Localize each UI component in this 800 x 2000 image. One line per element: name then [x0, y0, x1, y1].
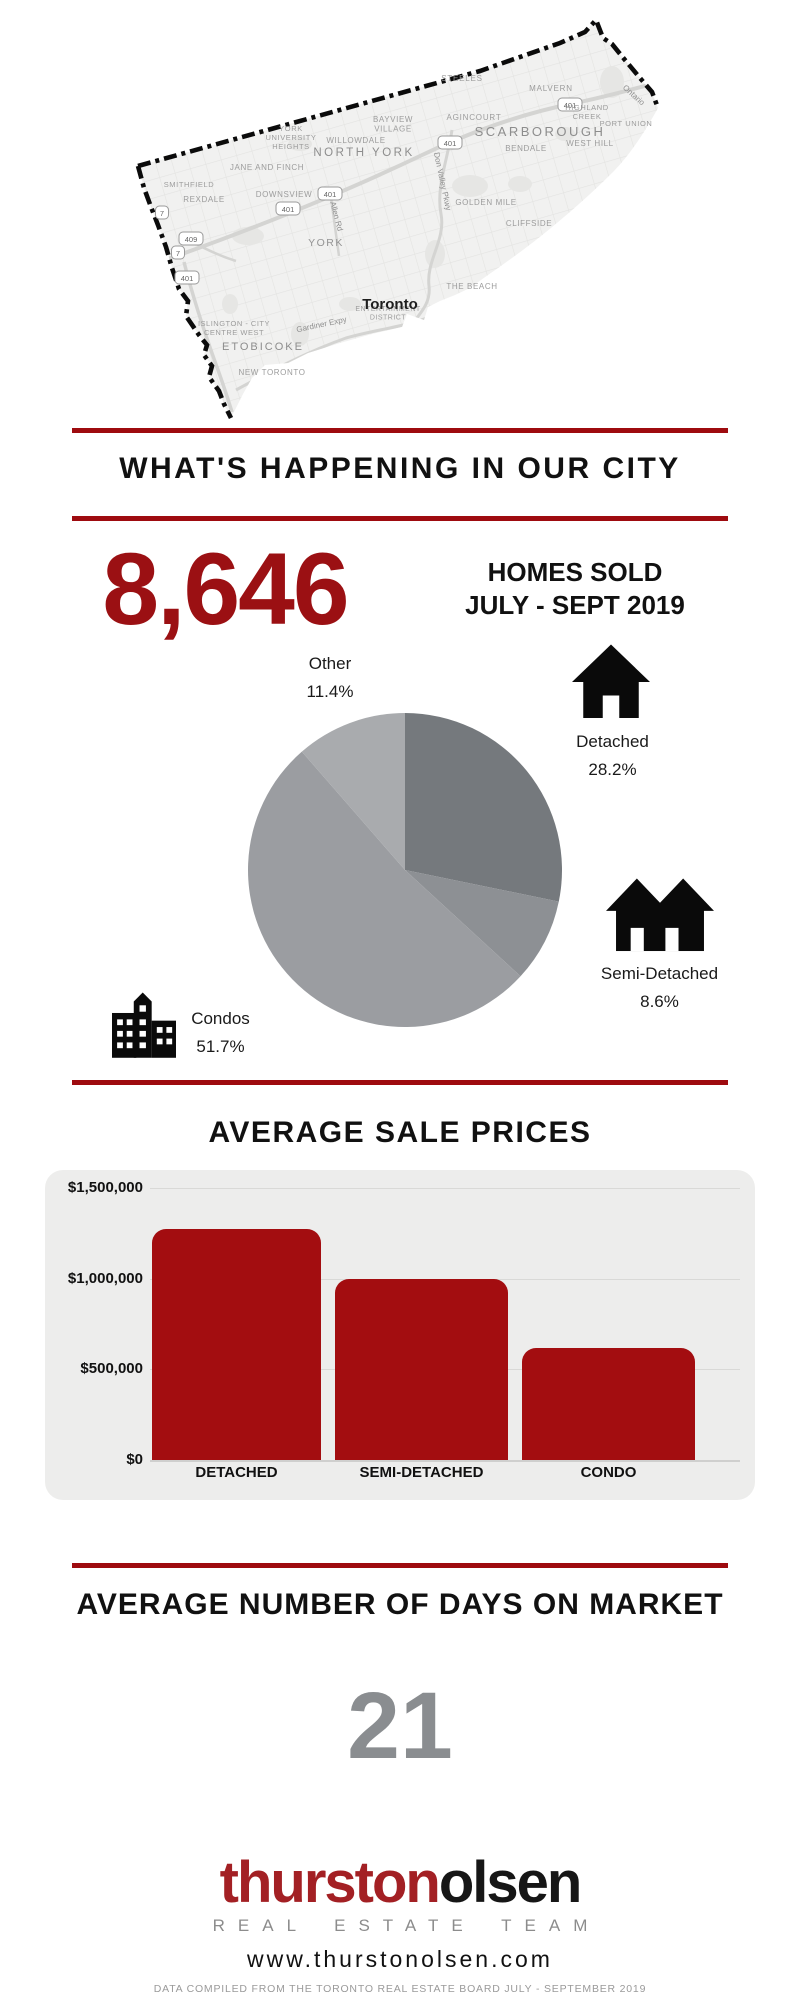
price-bar-detached — [152, 1228, 321, 1460]
map-area-label: MALVERN — [529, 84, 573, 93]
svg-text:401: 401 — [282, 205, 295, 214]
homes-sold-label-line2: JULY - SEPT 2019 — [465, 590, 685, 621]
map-area-label: REXDALE — [183, 195, 225, 204]
divider-rule-1 — [72, 428, 728, 433]
pie-label-condos: Condos 51.7% — [168, 1005, 273, 1061]
map-area-label: THE BEACH — [446, 282, 497, 291]
detached-house-icon — [572, 644, 650, 718]
y-axis-tick-label: $1,500,000 — [67, 1179, 143, 1196]
days-section-title: AVERAGE NUMBER OF DAYS ON MARKET — [76, 1588, 724, 1621]
map-area-label: PORT UNION — [600, 119, 653, 128]
pie-label-condos-pct: 51.7% — [196, 1037, 245, 1056]
average-sale-prices-chart: $1,500,000 $1,000,000 $500,000 $0 DETACHED SE… — [45, 1170, 755, 1500]
toronto-map: 401 401 401 401 409 7 7 401 STEELES MALVERN AGINC… — [135, 15, 661, 420]
price-bar-condo — [522, 1347, 695, 1460]
pie-label-detached-name: Detached — [576, 732, 649, 751]
homes-sold-pie-chart — [248, 713, 562, 1027]
homes-sold-label: HOMES SOLD JULY - SEPT 2019 — [425, 556, 725, 622]
map-area-label: DOWNSVIEW — [256, 190, 313, 199]
city-section-title: WHAT'S HAPPENING IN OUR CITY — [119, 452, 681, 485]
map-area-label: GOLDEN MILE — [455, 198, 516, 207]
map-area-label: NORTH YORK — [313, 147, 414, 159]
map-area-label: BAYVIEW VILLAGE — [373, 115, 413, 134]
y-axis-tick-label: $0 — [126, 1451, 143, 1468]
map-area-label: STEELES — [441, 74, 483, 83]
map-area-label: CLIFFSIDE — [506, 219, 552, 228]
pie-label-detached-pct: 28.2% — [588, 760, 637, 779]
pie-slice-other — [301, 713, 405, 870]
map-area-label: ENTERTAINMENT DISTRICT — [355, 306, 421, 322]
divider-rule-2 — [72, 516, 728, 521]
pie-label-condos-name: Condos — [191, 1009, 250, 1028]
brand-tagline: REAL ESTATE TEAM — [212, 1916, 601, 1935]
pie-label-other-name: Other — [308, 654, 352, 673]
divider-rule-3 — [72, 1080, 728, 1085]
condo-buildings-icon — [112, 992, 176, 1058]
pie-label-other: Other 11.4% — [255, 650, 405, 706]
map-area-label: NEW TORONTO — [238, 368, 305, 377]
map-area-label: ISLINGTON - CITY CENTRE WEST — [198, 319, 270, 337]
svg-text:401: 401 — [181, 274, 194, 283]
map-area-label: HIGHLAND CREEK — [565, 103, 609, 121]
highway-badge — [178, 231, 204, 246]
map-highway-badges: 401 401 401 401 409 7 7 401 — [155, 97, 583, 285]
chart-gridline — [150, 1460, 740, 1462]
y-axis-tick-label: $1,000,000 — [67, 1269, 143, 1287]
map-streets — [138, 20, 658, 418]
chart-gridline — [150, 1188, 740, 1189]
map-area-label: JANE AND FINCH — [230, 163, 304, 172]
homes-sold-number: 8,646 — [102, 532, 349, 646]
svg-text:409: 409 — [185, 235, 198, 244]
pie-slice-detached — [405, 713, 562, 902]
pie-slice-semi-detached — [405, 870, 559, 977]
pie-label-other-pct: 11.4% — [306, 682, 354, 701]
brand-logo: thurstonolsen — [0, 1854, 800, 1912]
map-area-label: BENDALE — [505, 144, 547, 153]
map-area-label: ETOBICOKE — [222, 341, 304, 353]
pie-slice-condos — [248, 751, 521, 1027]
svg-text:7: 7 — [176, 249, 180, 258]
map-area-label: WILLOWDALE — [326, 136, 385, 145]
website-link[interactable]: www.thurstonolsen.com — [247, 1946, 553, 1972]
pie-label-semi-pct: 8.6% — [640, 992, 679, 1011]
highway-badge — [437, 135, 463, 150]
x-axis-category-label: CONDO — [580, 1464, 637, 1481]
highway-badge — [557, 97, 583, 112]
map-city-label: Toronto — [362, 296, 418, 313]
svg-text:401: 401 — [324, 190, 337, 199]
prices-section-title: AVERAGE SALE PRICES — [208, 1116, 592, 1149]
svg-text:401: 401 — [444, 139, 457, 148]
highway-badge — [155, 205, 169, 220]
pie-label-detached: Detached 28.2% — [540, 728, 685, 784]
y-axis-tick-label: $500,000 — [80, 1360, 143, 1378]
map-area-labels: STEELES MALVERN AGINCOURT SCARBOROUGH HIGHLA… — [164, 74, 653, 377]
pie-label-semi-detached: Semi-Detached 8.6% — [577, 960, 742, 1016]
svg-text:401: 401 — [564, 101, 577, 110]
days-on-market-number: 21 — [347, 1673, 453, 1779]
highway-badge — [275, 201, 301, 216]
map-area-label: SCARBOROUGH — [475, 124, 606, 139]
data-source-disclaimer: DATA COMPILED FROM THE TORONTO REAL ESTA… — [153, 1983, 647, 1995]
map-area-label: SMITHFIELD — [164, 180, 215, 189]
map-area-label: AGINCOURT — [446, 113, 501, 122]
brand-logo-thurston: thurston — [219, 1850, 441, 1915]
highway-badge — [171, 245, 185, 260]
map-city-boundary — [135, 15, 661, 420]
x-axis-category-label: DETACHED — [195, 1464, 278, 1481]
highway-badge — [317, 186, 343, 201]
brand-logo-olsen: olsen — [438, 1850, 582, 1915]
x-axis-category-label: SEMI-DETACHED — [359, 1464, 484, 1481]
highway-badge — [174, 270, 200, 285]
map-area-label: YORK UNIVERSITY HEIGHTS — [265, 124, 316, 151]
svg-text:7: 7 — [160, 209, 164, 218]
price-bar-semi-detached — [335, 1278, 508, 1460]
map-area-label: WEST HILL — [566, 139, 614, 148]
divider-rule-4 — [72, 1563, 728, 1568]
map-area-label: YORK — [308, 237, 344, 249]
pie-label-semi-name: Semi-Detached — [600, 964, 719, 983]
homes-sold-label-line1: HOMES SOLD — [487, 557, 663, 587]
semi-detached-houses-icon — [606, 878, 714, 952]
